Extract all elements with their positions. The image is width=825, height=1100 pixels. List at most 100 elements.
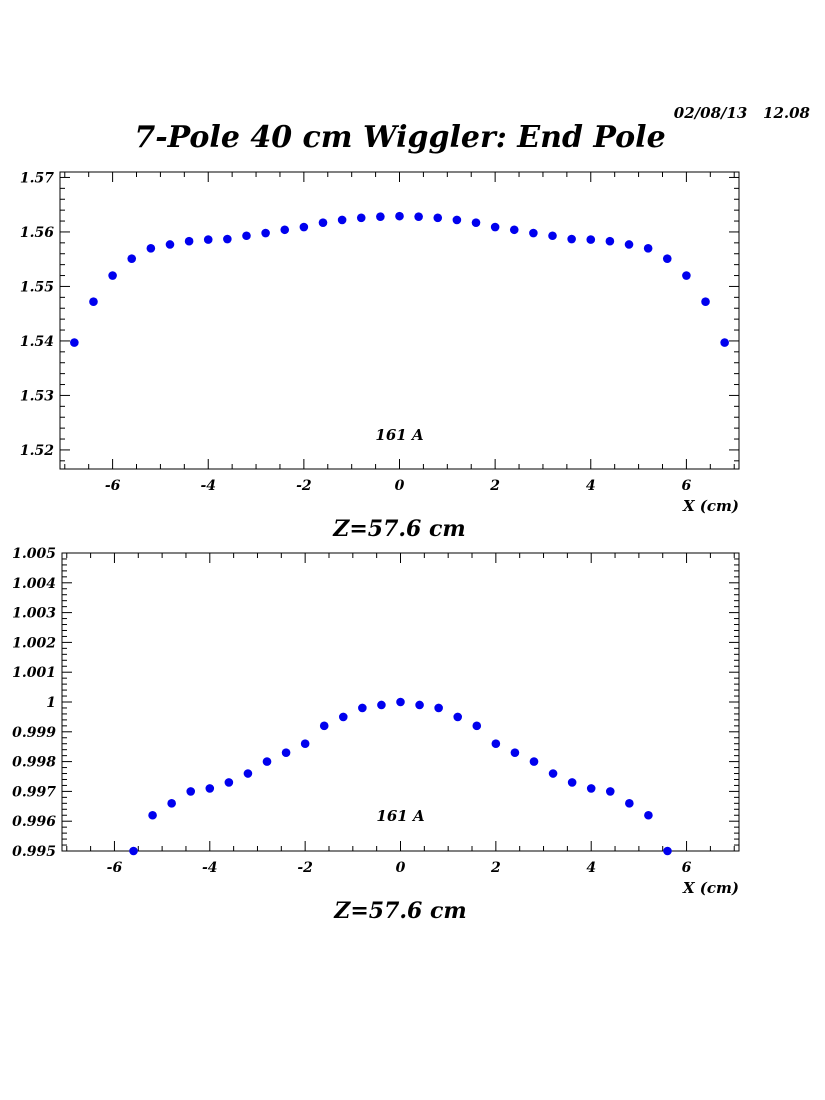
data-point	[701, 297, 710, 306]
data-point	[662, 254, 672, 263]
data-point	[490, 222, 500, 232]
x-tick-label: -2	[297, 860, 313, 876]
x-axis-label: X (cm)	[682, 497, 739, 515]
data-point	[509, 225, 519, 235]
x-tick-label: 6	[682, 478, 692, 494]
data-point	[338, 712, 348, 722]
plot-subtitle: Z=57.6 cm	[332, 516, 465, 542]
data-point	[89, 297, 98, 306]
data-point	[453, 712, 463, 722]
data-point	[472, 721, 482, 731]
data-point	[356, 213, 366, 223]
y-tick-label: 1.54	[20, 334, 54, 350]
data-point	[377, 700, 386, 710]
y-tick-label: 1.52	[20, 443, 54, 459]
y-tick-label: 1.004	[12, 576, 56, 592]
data-point	[643, 243, 653, 253]
data-point	[471, 218, 481, 227]
x-tick-label: -6	[105, 478, 121, 494]
x-tick-label: 0	[395, 478, 405, 494]
data-point	[299, 222, 309, 232]
data-point	[108, 271, 117, 280]
data-point	[605, 236, 615, 246]
data-point	[129, 846, 138, 856]
x-tick-label: 6	[682, 860, 692, 876]
y-tick-label: 0.996	[12, 814, 56, 830]
data-point	[70, 338, 79, 347]
data-point	[395, 211, 404, 221]
data-point	[261, 228, 270, 238]
data-point	[148, 810, 157, 820]
x-tick-label: 4	[586, 478, 596, 494]
y-tick-label: 1.002	[12, 635, 56, 651]
data-point	[548, 769, 558, 778]
x-tick-label: 0	[396, 860, 406, 876]
data-point	[318, 218, 328, 227]
x-tick-label: -4	[200, 478, 216, 494]
data-point	[434, 703, 443, 713]
y-tick-label: 1	[46, 695, 56, 711]
data-point	[165, 240, 175, 249]
y-tick-label: 1.57	[20, 170, 54, 186]
x-tick-label: 2	[489, 478, 500, 494]
data-point	[414, 212, 423, 221]
y-tick-label: 0.995	[12, 844, 56, 860]
data-point	[243, 769, 253, 778]
data-point	[280, 225, 290, 235]
plot-subtitle: Z=57.6 cm	[333, 898, 466, 924]
y-tick-label: 1.001	[12, 665, 56, 681]
y-tick-label: 0.998	[12, 755, 56, 771]
data-point	[127, 254, 137, 263]
data-point	[624, 240, 634, 249]
y-tick-label: 0.999	[12, 725, 56, 741]
x-tick-label: -4	[202, 860, 218, 876]
data-point	[510, 748, 520, 757]
data-point	[300, 739, 310, 749]
data-point	[567, 234, 576, 244]
data-point	[682, 271, 691, 280]
data-point	[663, 846, 672, 856]
x-tick-label: -2	[296, 478, 312, 494]
data-point	[262, 757, 272, 766]
y-tick-label: 1.005	[12, 546, 56, 562]
data-point	[720, 338, 729, 347]
data-point	[358, 703, 367, 713]
data-point	[415, 700, 424, 710]
data-point	[625, 799, 634, 808]
data-point	[491, 739, 501, 749]
chart-bottom: -6 -4 -2 0 2 4 6 0.995 0.996 0.997 0.998 0.999 1 1.00…	[12, 546, 740, 924]
data-point	[548, 231, 557, 241]
y-tick-label: 1.53	[20, 388, 54, 404]
y-tick-label: 1.55	[20, 279, 54, 295]
data-point	[586, 235, 596, 244]
data-point	[644, 810, 653, 820]
x-tick-label: -6	[107, 860, 123, 876]
data-point	[281, 748, 291, 757]
data-point	[146, 243, 156, 253]
data-point	[203, 235, 213, 244]
data-point	[586, 784, 596, 793]
data-point	[223, 234, 232, 244]
data-point	[605, 787, 615, 796]
y-tick-label: 0.997	[12, 784, 56, 800]
data-point	[529, 757, 539, 766]
data-point	[167, 799, 176, 808]
data-point	[242, 231, 251, 241]
y-tick-label: 1.003	[12, 606, 56, 622]
data-point	[337, 215, 347, 225]
current-annotation: 161 A	[376, 807, 424, 825]
x-tick-label: 2	[490, 860, 501, 876]
page-title: 7-Pole 40 cm Wiggler: End Pole	[134, 120, 666, 155]
data-point	[205, 784, 215, 793]
chart-top: -6 -4 -2 0 2 4 6 1.52 1.53 1.54 1.55 1.56 1.57 X (cm)…	[20, 170, 740, 542]
x-axis-label: X (cm)	[682, 879, 739, 897]
date-stamp: 02/08/13 12.08	[673, 104, 810, 122]
data-point	[319, 721, 329, 731]
x-tick-label: 4	[586, 860, 596, 876]
data-point	[452, 215, 462, 225]
data-point	[184, 236, 194, 246]
data-point	[396, 697, 405, 707]
data-point	[186, 787, 196, 796]
current-annotation: 161 A	[375, 426, 423, 444]
data-point	[433, 213, 443, 223]
